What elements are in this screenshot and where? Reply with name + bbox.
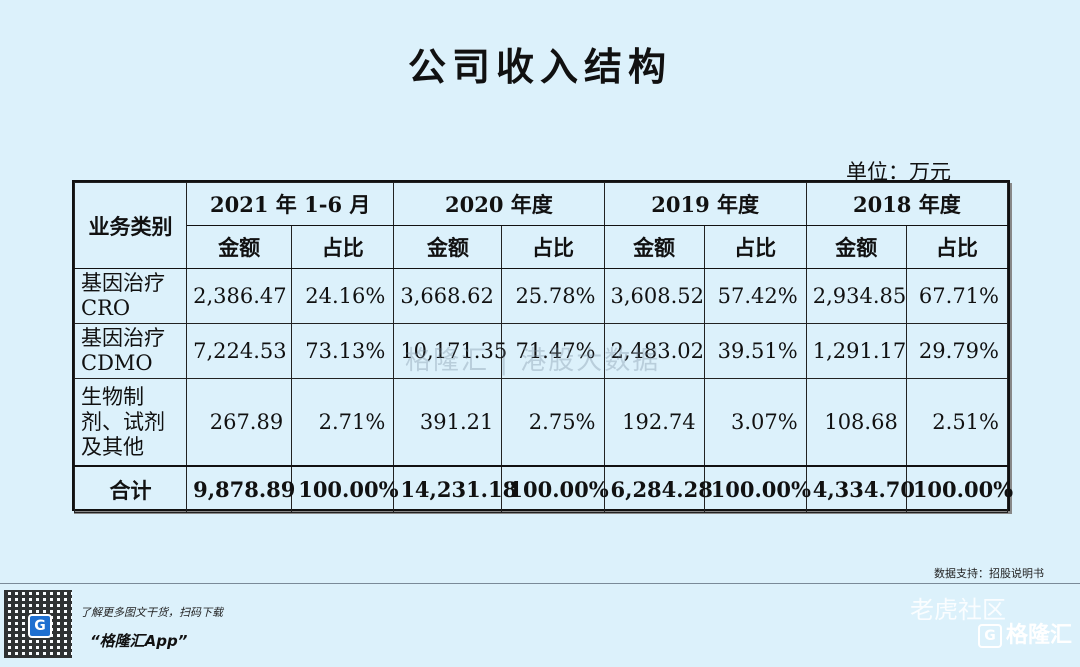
amount-header: 金额 bbox=[186, 225, 293, 269]
ratio-cell: 24.16% bbox=[291, 268, 395, 324]
ratio-cell: 3.07% bbox=[703, 378, 807, 467]
period-header: 2021 年 1-6 月 bbox=[186, 182, 395, 226]
category-cell: 基因治疗 CDMO bbox=[73, 323, 188, 379]
amount-cell: 10,171.35 bbox=[393, 323, 507, 379]
amount-cell: 3,608.52 bbox=[603, 268, 705, 324]
ratio-cell: 73.13% bbox=[291, 323, 395, 379]
total-ratio-cell: 100.00% bbox=[501, 465, 609, 513]
ratio-cell: 39.51% bbox=[703, 323, 807, 379]
ratio-cell: 2.75% bbox=[501, 378, 605, 467]
laohu-watermark: 老虎社区 bbox=[910, 596, 1006, 624]
category-cell: 生物制 剂、试剂 及其他 bbox=[73, 378, 188, 467]
total-amount-cell: 14,231.18 bbox=[393, 465, 517, 513]
category-header: 业务类别 bbox=[73, 182, 188, 269]
total-ratio-cell: 100.00% bbox=[905, 465, 1013, 513]
header-row-periods: 业务类别 2021 年 1-6 月 2020 年度 2019 年度 2018 年… bbox=[73, 182, 1009, 269]
amount-cell: 7,224.53 bbox=[186, 323, 293, 379]
amount-cell: 2,483.02 bbox=[603, 323, 705, 379]
amount-cell: 2,934.85 bbox=[805, 268, 907, 324]
amount-cell: 1,291.17 bbox=[805, 323, 907, 379]
total-ratio-cell: 100.00% bbox=[703, 465, 811, 513]
ratio-cell: 67.71% bbox=[905, 268, 1009, 324]
amount-cell: 391.21 bbox=[393, 378, 503, 467]
ratio-cell: 25.78% bbox=[501, 268, 605, 324]
ratio-cell: 29.79% bbox=[905, 323, 1009, 379]
page-title: 公司收入结构 bbox=[407, 45, 672, 89]
ratio-header: 占比 bbox=[703, 225, 807, 269]
amount-cell: 3,668.62 bbox=[393, 268, 503, 324]
total-ratio-cell: 100.00% bbox=[291, 465, 399, 513]
ratio-cell: 57.42% bbox=[703, 268, 807, 324]
table-row: 基因治疗 CDMO 7,224.53 73.13% 10,171.35 71.4… bbox=[73, 323, 1009, 379]
table-row: 基因治疗 CRO 2,386.47 24.16% 3,668.62 25.78%… bbox=[73, 268, 1009, 324]
ratio-cell: 2.51% bbox=[905, 378, 1009, 467]
brand-g-icon: G bbox=[978, 624, 1002, 648]
category-cell: 基因治疗 CRO bbox=[73, 268, 188, 324]
watermark: 格隆汇 | 港股大数据 bbox=[405, 346, 661, 376]
promo-app-name: “格隆汇App” bbox=[90, 632, 188, 650]
amount-cell: 108.68 bbox=[805, 378, 907, 467]
qr-logo-icon: G bbox=[28, 614, 52, 638]
total-row: 合计 9,878.89 100.00% 14,231.18 100.00% 6,… bbox=[73, 465, 1013, 513]
ratio-header: 占比 bbox=[905, 225, 1009, 269]
total-amount-cell: 4,334.70 bbox=[805, 465, 915, 513]
promo-text: 了解更多图文干货，扫码下载 bbox=[80, 606, 223, 619]
amount-header: 金额 bbox=[393, 225, 503, 269]
period-header: 2020 年度 bbox=[393, 182, 605, 226]
ratio-header: 占比 bbox=[291, 225, 395, 269]
ratio-header: 占比 bbox=[501, 225, 605, 269]
amount-header: 金额 bbox=[805, 225, 907, 269]
ratio-cell: 2.71% bbox=[291, 378, 395, 467]
revenue-table-container: 业务类别 2021 年 1-6 月 2020 年度 2019 年度 2018 年… bbox=[72, 180, 1013, 513]
total-label: 合计 bbox=[73, 465, 188, 513]
period-header: 2019 年度 bbox=[603, 182, 807, 226]
ratio-cell: 71.47% bbox=[501, 323, 605, 379]
total-amount-cell: 6,284.28 bbox=[603, 465, 713, 513]
amount-cell: 192.74 bbox=[603, 378, 705, 467]
brand-logo: G 格隆汇 bbox=[978, 617, 1072, 649]
period-header: 2018 年度 bbox=[805, 182, 1009, 226]
amount-cell: 2,386.47 bbox=[186, 268, 293, 324]
brand-name: 格隆汇 bbox=[1006, 623, 1073, 648]
footer-divider bbox=[0, 583, 1080, 584]
amount-cell: 267.89 bbox=[186, 378, 293, 467]
revenue-structure-table: 业务类别 2021 年 1-6 月 2020 年度 2019 年度 2018 年… bbox=[73, 182, 1013, 513]
total-amount-cell: 9,878.89 bbox=[186, 465, 295, 513]
table-row: 生物制 剂、试剂 及其他 267.89 2.71% 391.21 2.75% 1… bbox=[73, 378, 1009, 467]
data-source: 数据支持：招股说明书 bbox=[934, 567, 1044, 580]
amount-header: 金额 bbox=[603, 225, 705, 269]
header-row-subheaders: 金额 占比 金额 占比 金额 占比 金额 占比 bbox=[75, 225, 1009, 269]
